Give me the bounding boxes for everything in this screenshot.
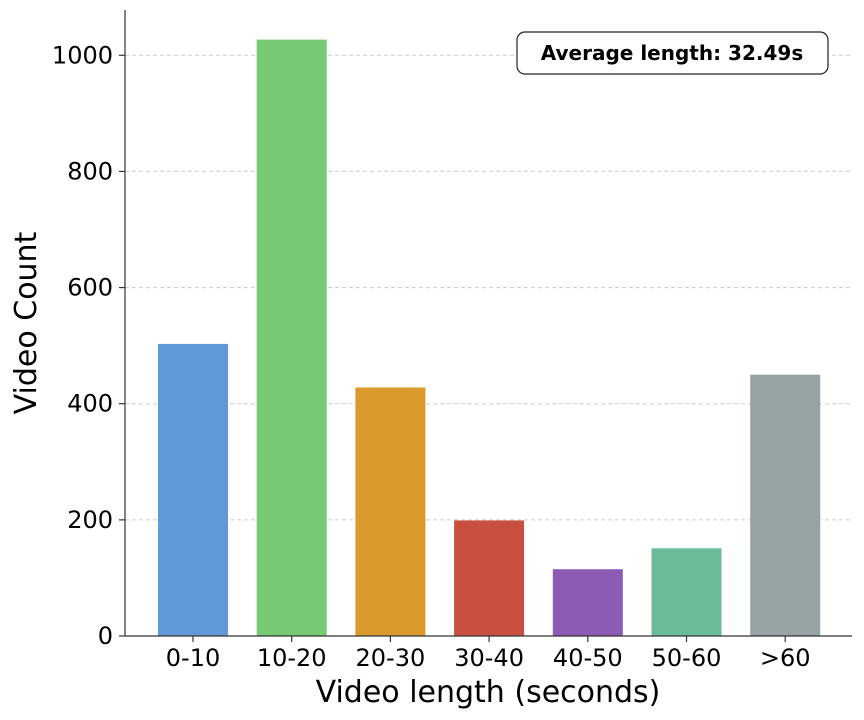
x-axis-title: Video length (seconds): [316, 675, 661, 710]
y-tick-label: 400: [67, 390, 113, 418]
x-ticks: 0-10 10-20 20-30 30-40 40-50 50-60 >60: [166, 636, 811, 672]
x-tick-label: 50-60: [652, 644, 722, 672]
y-tick-label: 800: [67, 157, 113, 185]
bars: [158, 39, 821, 636]
grid-lines: [125, 54, 852, 521]
x-tick-label: 20-30: [356, 644, 426, 672]
bar: [651, 548, 722, 636]
x-tick-label: 0-10: [166, 644, 220, 672]
bar: [750, 374, 821, 636]
x-tick-label: 30-40: [454, 644, 524, 672]
y-tick-label: 0: [98, 622, 113, 650]
x-tick-label: 40-50: [553, 644, 623, 672]
bar: [552, 569, 623, 636]
x-tick-label: 10-20: [257, 644, 327, 672]
bar: [256, 39, 327, 636]
y-tick-label: 600: [67, 274, 113, 302]
annotation-box: [516, 31, 829, 75]
bar: [158, 343, 228, 636]
bar: [355, 387, 426, 636]
y-tick-label: 1000: [52, 41, 113, 69]
y-tick-label: 200: [67, 506, 113, 534]
y-ticks: 0 200 400 600 800 1000: [52, 41, 125, 650]
x-tick-label: >60: [760, 644, 811, 672]
y-axis-title: Video Count: [9, 231, 44, 414]
average-length-annotation: Average length: 32.49s: [516, 31, 829, 75]
annotation-text: Average length: 32.49s: [541, 41, 803, 65]
bar: [454, 520, 525, 636]
